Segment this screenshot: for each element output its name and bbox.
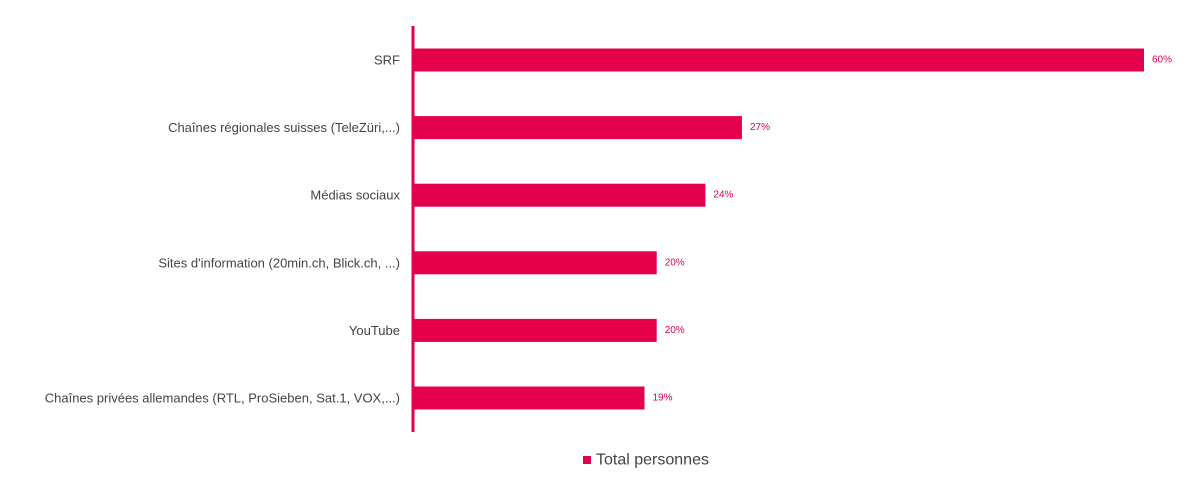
value-label-4: 20% xyxy=(665,325,685,336)
value-label-5: 19% xyxy=(653,393,673,404)
bar-4 xyxy=(413,318,657,342)
value-label-2: 24% xyxy=(713,190,733,201)
category-label-5: Chaînes privées allemandes (RTL, ProSieb… xyxy=(45,391,400,406)
value-label-0: 60% xyxy=(1152,55,1172,66)
category-label-3: Sites d'information (20min.ch, Blick.ch,… xyxy=(158,255,400,270)
bars-layer xyxy=(413,48,1144,410)
legend: Total personnes xyxy=(583,452,709,469)
category-label-2: Médias sociaux xyxy=(310,188,400,203)
value-label-1: 27% xyxy=(750,122,770,133)
legend-label: Total personnes xyxy=(596,452,709,469)
value-label-3: 20% xyxy=(665,257,685,268)
category-label-4: YouTube xyxy=(349,323,400,338)
category-label-0: SRF xyxy=(374,53,400,68)
bar-2 xyxy=(413,183,706,207)
labels-layer: SRF 60% Chaînes régionales suisses (TeleZü… xyxy=(45,53,1172,406)
bar-3 xyxy=(413,251,657,275)
bar-0 xyxy=(413,48,1144,72)
bar-1 xyxy=(413,116,742,140)
bar-5 xyxy=(413,386,645,410)
legend-swatch xyxy=(583,456,591,464)
category-label-1: Chaînes régionales suisses (TeleZüri,...… xyxy=(168,120,400,135)
